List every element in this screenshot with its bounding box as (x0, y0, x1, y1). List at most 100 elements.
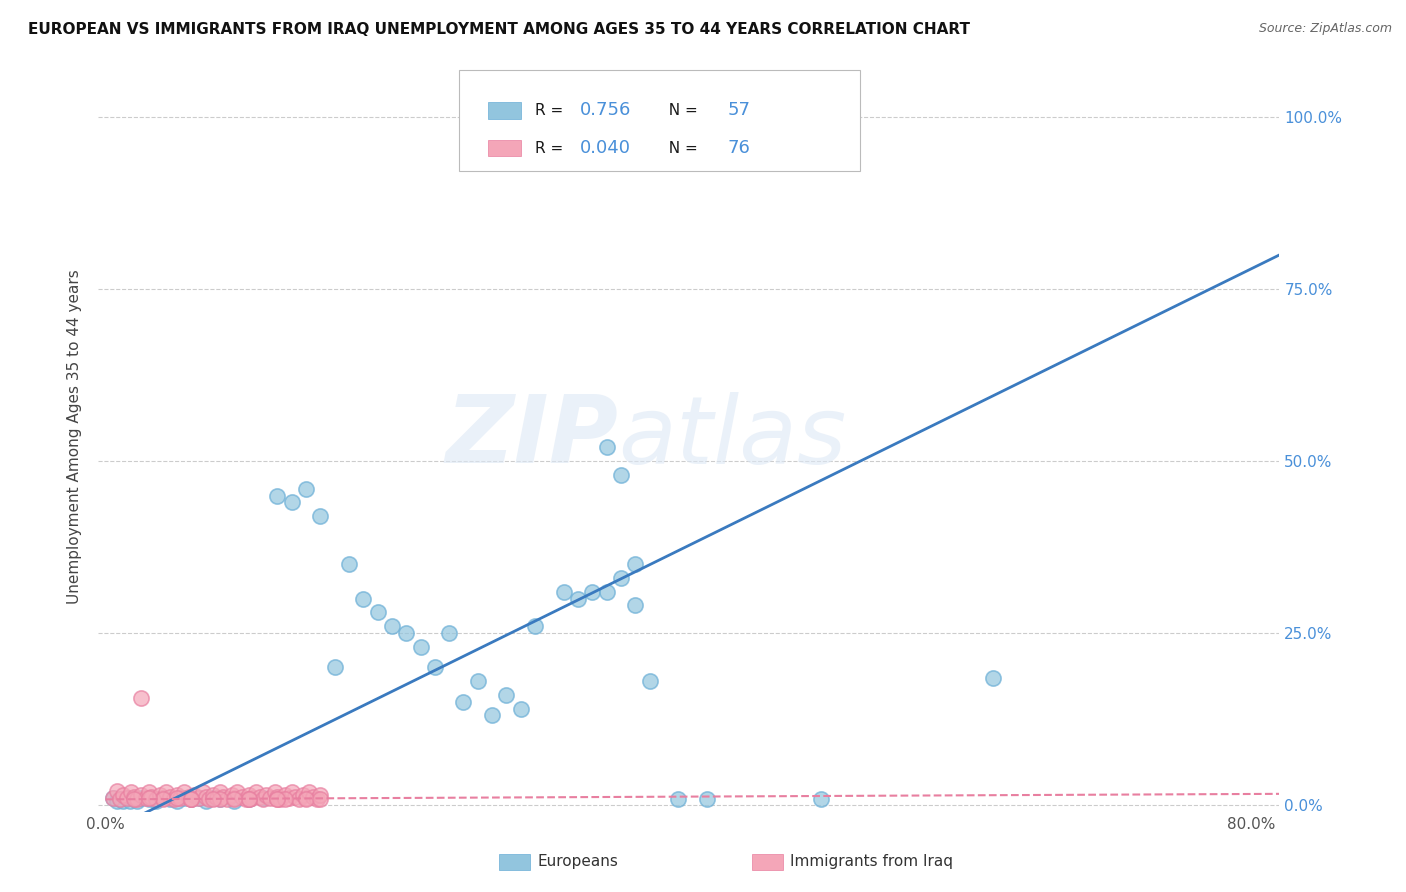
Point (138, 792, 160, 806)
Point (125, 792, 148, 806)
Point (309, 509, 332, 524)
Point (105, 794, 128, 808)
Point (409, 640, 432, 654)
Point (437, 626, 460, 640)
Point (125, 794, 148, 808)
FancyBboxPatch shape (458, 70, 860, 171)
Point (180, 792, 202, 806)
Point (131, 791, 153, 805)
Point (173, 785, 195, 799)
Point (122, 789, 145, 804)
Point (302, 789, 325, 804)
Point (595, 584, 617, 599)
Point (666, 792, 689, 806)
Point (122, 792, 145, 806)
Point (381, 619, 404, 633)
Point (221, 788, 243, 802)
Point (166, 791, 188, 805)
Point (163, 792, 186, 806)
Text: EUROPEAN VS IMMIGRANTS FROM IRAQ UNEMPLOYMENT AMONG AGES 35 TO 44 YEARS CORRELAT: EUROPEAN VS IMMIGRANTS FROM IRAQ UNEMPLO… (28, 22, 970, 37)
Text: 0.040: 0.040 (581, 139, 631, 157)
Point (108, 792, 131, 806)
Point (201, 788, 224, 802)
Text: N =: N = (659, 141, 703, 155)
Point (201, 791, 224, 805)
Point (118, 794, 141, 808)
Point (259, 791, 281, 805)
Point (120, 785, 142, 799)
Point (238, 792, 260, 806)
Point (101, 791, 124, 805)
Point (105, 784, 128, 798)
Point (240, 791, 263, 805)
Point (266, 792, 288, 806)
Point (194, 794, 217, 808)
Point (298, 785, 321, 799)
Point (810, 792, 832, 806)
Text: 0.756: 0.756 (581, 101, 631, 120)
Text: 57: 57 (728, 101, 751, 120)
Point (187, 791, 209, 805)
Point (266, 489, 288, 503)
Point (101, 791, 124, 805)
Point (226, 785, 249, 799)
Point (266, 792, 288, 806)
Point (249, 789, 271, 804)
Point (254, 788, 277, 802)
Point (309, 788, 332, 802)
Point (138, 791, 160, 805)
Point (155, 785, 177, 799)
Point (273, 792, 295, 806)
Point (122, 792, 145, 806)
Point (309, 792, 332, 806)
Point (280, 495, 302, 509)
Point (273, 788, 295, 802)
Point (209, 785, 232, 799)
Point (201, 792, 224, 806)
Point (152, 791, 174, 805)
Point (131, 788, 153, 802)
Point (352, 591, 374, 606)
Point (111, 788, 134, 802)
Point (138, 785, 160, 799)
Point (191, 785, 214, 799)
Point (252, 792, 274, 806)
Point (152, 792, 174, 806)
Point (224, 794, 246, 808)
Point (224, 792, 246, 806)
Point (295, 482, 318, 496)
Point (277, 791, 299, 805)
Point (367, 606, 389, 620)
Point (115, 791, 138, 805)
Text: R =: R = (536, 103, 568, 118)
Text: Europeans: Europeans (537, 855, 619, 869)
Point (283, 789, 305, 804)
Point (467, 674, 489, 689)
Text: N =: N = (659, 103, 703, 118)
Point (610, 467, 633, 482)
Point (238, 788, 260, 802)
Point (595, 441, 617, 455)
Point (610, 571, 633, 585)
Point (524, 619, 547, 633)
Point (224, 791, 246, 805)
Point (266, 789, 288, 804)
Point (169, 791, 191, 805)
Text: 76: 76 (728, 139, 751, 157)
Point (423, 660, 446, 674)
Point (295, 792, 318, 806)
Point (638, 674, 661, 689)
Point (187, 791, 209, 805)
Point (115, 791, 138, 805)
Point (624, 599, 647, 613)
Point (238, 792, 260, 806)
Point (395, 626, 418, 640)
Point (269, 792, 291, 806)
Point (207, 791, 229, 805)
Point (166, 794, 188, 808)
Point (173, 791, 195, 805)
Point (141, 789, 163, 804)
Point (177, 789, 200, 804)
Point (212, 789, 235, 804)
Point (245, 785, 267, 799)
